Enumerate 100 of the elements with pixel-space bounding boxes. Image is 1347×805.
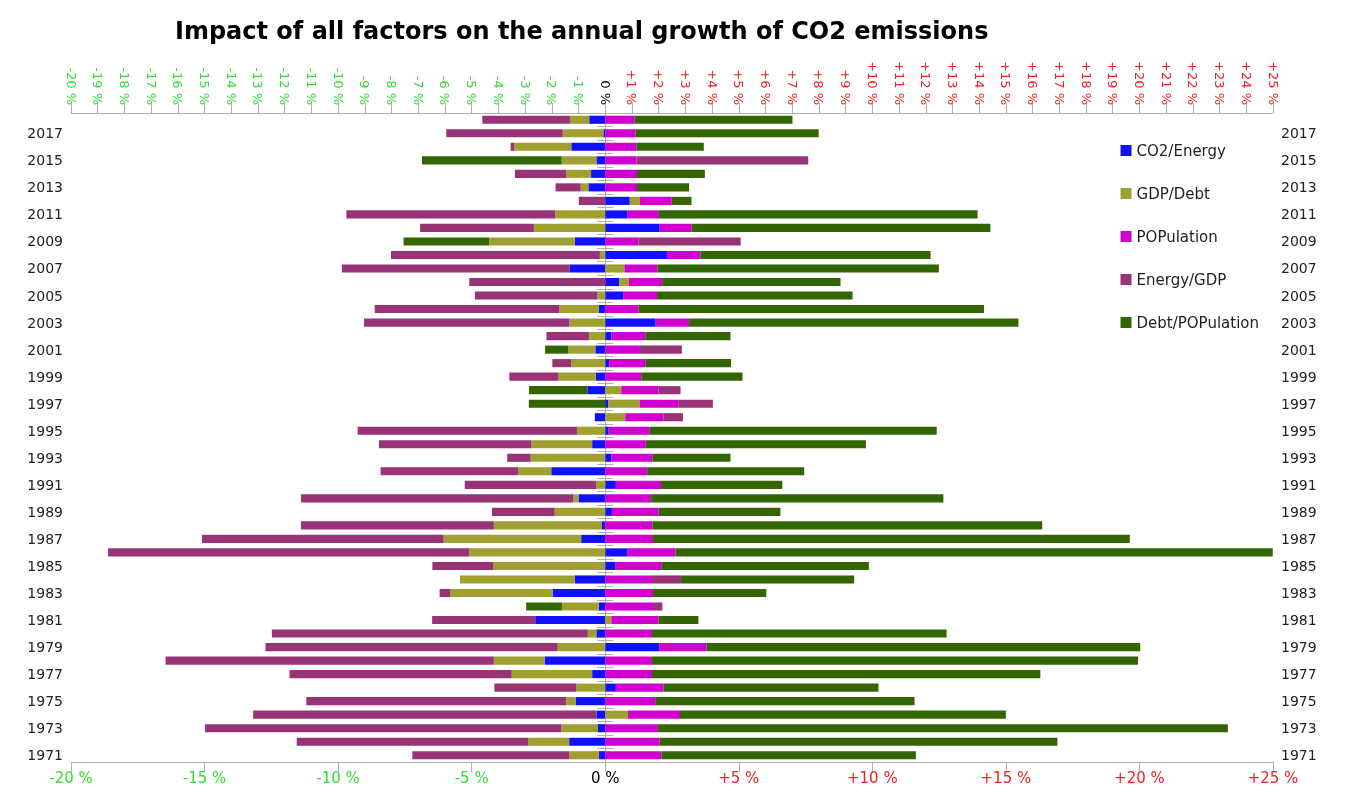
category-label: 2011 [27,206,63,223]
bar [634,115,793,124]
bar [420,223,534,232]
bar [605,413,626,422]
bar [671,196,692,205]
bar [391,250,600,260]
bar [450,588,553,598]
bar [659,223,692,232]
bar [605,250,667,260]
x2-tick-label: +11 % [891,61,907,105]
y-tick-label: 1993 [1281,449,1317,466]
x2-tick-label: +7 % [784,69,800,105]
bar [659,643,707,652]
bar [253,710,597,719]
bar [509,372,559,381]
bar [605,372,642,381]
bar [533,223,606,232]
bar [555,210,606,219]
bar [439,588,451,598]
bar [489,237,575,246]
bar [289,670,512,679]
bar [545,345,569,354]
bar [493,521,603,530]
bar [611,453,653,462]
x2-tick-label: +4 % [704,69,720,105]
bar [589,115,606,124]
category-label: 2007 [27,260,63,277]
y-tick-label: 1977 [1281,666,1317,683]
bar [569,737,606,746]
bar [571,359,606,368]
y-tick-label: 1983 [1281,584,1317,601]
bar [341,264,570,273]
bar [663,413,683,422]
x2-tick-label: -14 % [223,67,239,105]
bar [561,602,599,611]
x2-tick-label: -2 % [544,75,560,105]
chart-title: Impact of all factors on the annual growth of CO2 emissions [175,17,989,45]
bar [558,372,596,381]
bar [306,697,567,706]
category-label: 1983 [27,584,63,601]
x2-tick-label: +16 % [1025,61,1041,105]
bar [605,710,628,719]
bar [421,156,562,165]
category-label: 1981 [27,612,63,629]
bar [615,683,664,692]
bar [605,656,652,665]
bar [300,521,494,530]
x2-tick-label: +21 % [1158,61,1174,105]
bar [605,588,654,598]
bar [605,467,648,476]
bar [605,345,640,354]
bar [605,737,660,746]
category-label: 2009 [27,233,63,250]
category-label: 1973 [27,720,63,737]
bar [546,332,589,341]
bar [443,534,582,543]
x2-tick-label: +24 % [1238,61,1254,105]
bar [357,426,577,435]
bar [652,521,1043,530]
x2-tick-label: +1 % [624,69,640,105]
bar [605,534,654,543]
bar [659,737,1058,746]
x-tick-label: -5 % [454,768,489,787]
x2-tick-label: +5 % [731,69,747,105]
bar [635,129,819,138]
bar [559,305,599,314]
category-label: 1995 [27,422,63,439]
bar [562,129,604,138]
bar [605,237,639,246]
y-tick-label: 1973 [1281,720,1317,737]
x2-tick-label: -15 % [197,67,213,105]
category-label: 1975 [27,693,63,710]
x2-tick-label: -6 % [437,75,453,105]
y-tick-label: 2005 [1281,287,1317,304]
bar [165,656,494,665]
bar [658,210,978,219]
bar [271,629,588,638]
bar [557,643,606,652]
bar [605,156,637,165]
bar [651,670,1041,679]
bar [605,440,646,449]
bar [641,372,743,381]
bar [528,737,570,746]
bar [571,142,606,151]
x2-tick-label: +20 % [1131,61,1147,105]
bar [706,643,1141,652]
bar [529,386,588,395]
bar [464,480,597,489]
bar [573,494,579,503]
bar [653,534,1130,543]
bar [661,561,869,570]
bar [636,142,704,151]
y-tick-label: 1997 [1281,395,1317,412]
bar [627,710,681,719]
x2-tick-label: +8 % [811,69,827,105]
bar [300,494,574,503]
bar [605,318,656,327]
bar [569,115,590,124]
bar [605,724,658,733]
bar [588,332,606,341]
